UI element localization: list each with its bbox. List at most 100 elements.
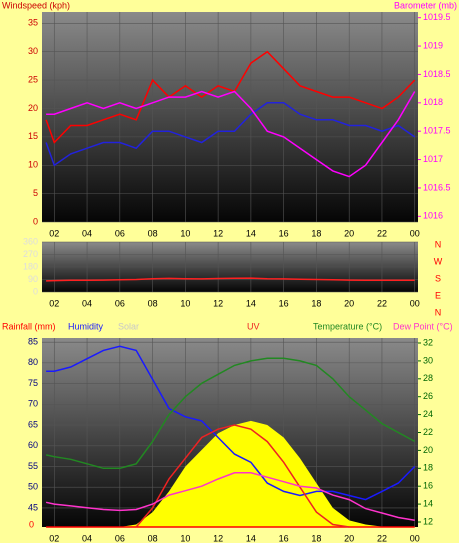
x-tick-label: 14 — [246, 533, 256, 543]
y-tick-label: 60 — [28, 440, 38, 450]
y-tick-label: 30 — [28, 46, 38, 56]
y2-tick-label: 1016.5 — [423, 182, 451, 192]
y-tick-label: 35 — [28, 18, 38, 28]
line — [45, 102, 416, 167]
x-tick-label: 22 — [377, 298, 387, 308]
legend-label: Humidity — [68, 321, 104, 331]
x-tick-label: 00 — [410, 298, 420, 308]
x-tick-label: 14 — [246, 228, 256, 238]
y2-tick-label: 22 — [423, 427, 433, 437]
y-tick-label: 20 — [28, 103, 38, 113]
legend-label: UV — [247, 321, 260, 331]
x-tick-label: 20 — [344, 228, 354, 238]
x-tick-label: 20 — [344, 533, 354, 543]
y3-tick-label: 0 — [29, 519, 34, 529]
y2-tick-label: 32 — [423, 337, 433, 347]
x-tick-label: 10 — [180, 298, 190, 308]
x-tick-label: 04 — [82, 533, 92, 543]
y-tick-label: 0 — [33, 286, 38, 296]
y2-tick-label: 28 — [423, 373, 433, 383]
y-tick-label: 10 — [28, 160, 38, 170]
x-tick-label: 12 — [213, 298, 223, 308]
y2-tick-label: 1017 — [423, 154, 443, 164]
compass-label: N — [435, 307, 442, 317]
x-tick-label: 02 — [49, 228, 59, 238]
y2-tick-label: 12 — [423, 516, 433, 526]
y2-tick-label: 1016 — [423, 211, 443, 221]
y2-tick-label: 16 — [423, 481, 433, 491]
x-tick-label: 22 — [377, 228, 387, 238]
y2-tick-label: 1018.5 — [423, 69, 451, 79]
y2-tick-label: 26 — [423, 391, 433, 401]
x-tick-label: 10 — [180, 228, 190, 238]
x-tick-label: 06 — [115, 298, 125, 308]
x-tick-label: 16 — [279, 228, 289, 238]
y-tick-label: 65 — [28, 419, 38, 429]
compass-label: E — [435, 290, 441, 300]
x-tick-label: 08 — [148, 533, 158, 543]
y-tick-label: 75 — [28, 378, 38, 388]
x-tick-label: 08 — [148, 298, 158, 308]
y2-tick-label: 1019 — [423, 40, 443, 50]
x-tick-label: 00 — [410, 533, 420, 543]
y-tick-label: 270 — [23, 249, 38, 259]
legend-label: Rainfall (mm) — [2, 321, 56, 331]
y2-tick-label: 1019.5 — [423, 12, 451, 22]
line — [46, 277, 415, 282]
x-tick-label: 16 — [279, 298, 289, 308]
legend-label: Temperature (°C) — [313, 321, 382, 331]
y-tick-label: 55 — [28, 461, 38, 471]
x-tick-label: 12 — [213, 228, 223, 238]
line — [45, 472, 415, 521]
y2-tick-label: 14 — [423, 498, 433, 508]
x-tick-label: 02 — [49, 298, 59, 308]
y-tick-label: 70 — [28, 399, 38, 409]
x-tick-label: 16 — [279, 533, 289, 543]
y-tick-label: 0 — [33, 216, 38, 226]
line — [45, 357, 416, 470]
x-tick-label: 18 — [311, 533, 321, 543]
x-tick-label: 14 — [246, 298, 256, 308]
x-tick-label: 20 — [344, 298, 354, 308]
compass-label: N — [435, 239, 442, 249]
y2-tick-label: 1018 — [423, 97, 443, 107]
line — [46, 345, 416, 501]
compass-label: S — [435, 273, 441, 283]
y-tick-label: 50 — [28, 482, 38, 492]
y2-tick-label: 1017.5 — [423, 126, 451, 136]
legend-label: Dew Point (°C) — [393, 321, 453, 331]
plot-area — [42, 12, 418, 222]
compass-label: W — [434, 256, 443, 266]
line — [135, 424, 350, 528]
x-tick-label: 08 — [148, 228, 158, 238]
y-tick-label: 15 — [28, 131, 38, 141]
y-tick-label: 5 — [33, 188, 38, 198]
x-tick-label: 06 — [115, 533, 125, 543]
y-tick-label: 180 — [23, 261, 38, 271]
x-tick-label: 02 — [49, 533, 59, 543]
legend-label: Solar — [118, 321, 139, 331]
y-tick-label: 360 — [23, 236, 38, 246]
y-tick-label: 45 — [28, 502, 38, 512]
y2-axis-label: Barometer (mb) — [394, 0, 457, 10]
y-axis-label: Windspeed (kph) — [2, 0, 70, 10]
x-tick-label: 18 — [311, 228, 321, 238]
x-tick-label: 10 — [180, 533, 190, 543]
line — [45, 50, 416, 144]
line — [46, 90, 416, 178]
y-tick-label: 80 — [28, 357, 38, 367]
y-tick-label: 90 — [28, 274, 38, 284]
y2-tick-label: 30 — [423, 355, 433, 365]
x-tick-label: 12 — [213, 533, 223, 543]
y-tick-label: 85 — [28, 337, 38, 347]
x-tick-label: 04 — [82, 228, 92, 238]
x-tick-label: 00 — [410, 228, 420, 238]
y2-tick-label: 18 — [423, 463, 433, 473]
y2-tick-label: 20 — [423, 445, 433, 455]
y2-tick-label: 24 — [423, 409, 433, 419]
x-tick-label: 04 — [82, 298, 92, 308]
x-tick-label: 22 — [377, 533, 387, 543]
x-tick-label: 18 — [311, 298, 321, 308]
